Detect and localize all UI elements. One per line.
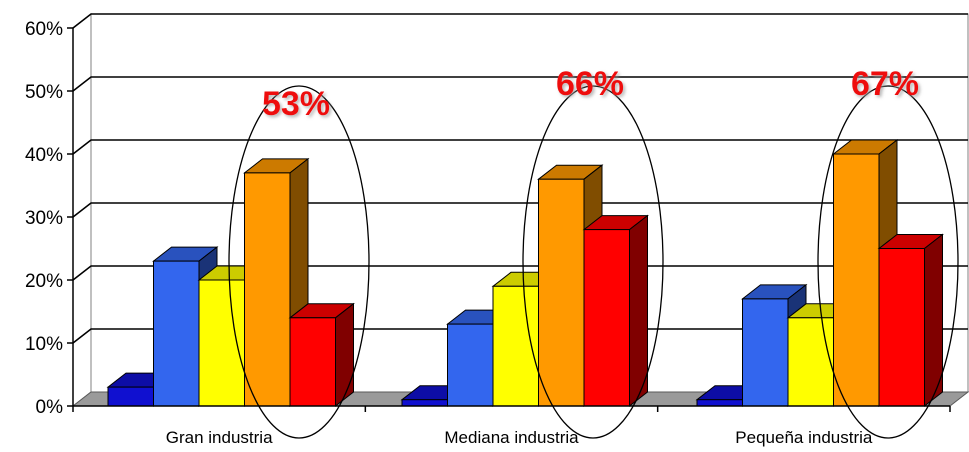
- annotation-ellipse: [522, 85, 664, 439]
- bar-1-2-front: [153, 260, 200, 407]
- bar-2-5-side: [629, 214, 648, 408]
- y-tick-label: 60%: [25, 19, 63, 40]
- bar-3-5: [877, 233, 944, 408]
- bar-1-4-front: [244, 172, 291, 407]
- bar-3-1-front: [696, 399, 743, 407]
- bar-2-5-front: [583, 229, 630, 407]
- x-category-label: Gran industria: [166, 428, 273, 447]
- bar-1-5-side: [335, 302, 354, 408]
- x-category-label: Mediana industria: [444, 428, 579, 447]
- annotation-label: 53%: [262, 85, 330, 123]
- y-tick-label: 0%: [36, 397, 64, 418]
- y-tick-label: 40%: [25, 145, 63, 166]
- bar-2-1-front: [401, 399, 448, 407]
- gridline: [72, 139, 968, 155]
- gridline: [72, 265, 968, 281]
- y-tick-label: 20%: [25, 271, 63, 292]
- bar-3-5-front: [878, 248, 925, 407]
- gridlines: [72, 13, 968, 344]
- annotations: 53% 66% 67%: [228, 65, 959, 439]
- gridline: [72, 13, 968, 29]
- y-tick-label: 10%: [25, 334, 63, 355]
- bar-3-3-front: [787, 317, 834, 407]
- annotation-label: 66%: [556, 65, 624, 103]
- bars: [106, 138, 944, 408]
- annotation-ellipse: [228, 85, 370, 439]
- bar-3-4-front: [833, 153, 880, 407]
- y-tick-label: 30%: [25, 208, 63, 229]
- annotation-ellipse: [817, 85, 959, 439]
- bar-2-5: [582, 214, 649, 408]
- bar-1-5-front: [289, 317, 336, 407]
- y-tick-label: 50%: [25, 82, 63, 103]
- x-category-label: Pequeña industria: [735, 428, 873, 447]
- gridline: [72, 202, 968, 218]
- axes: 0% 10% 20% 30% 40% 50% 60% Gran industria Median…: [25, 19, 951, 447]
- annotation-label: 67%: [851, 65, 919, 103]
- bar-2-2-front: [447, 323, 494, 407]
- gridline: [72, 328, 968, 344]
- bar-2-4-front: [538, 178, 585, 407]
- bar-1-1-front: [107, 386, 154, 407]
- bar-1-5: [288, 302, 355, 408]
- bar-3-2-front: [742, 298, 789, 407]
- bar-1-3-front: [198, 279, 245, 407]
- gridline: [72, 76, 968, 92]
